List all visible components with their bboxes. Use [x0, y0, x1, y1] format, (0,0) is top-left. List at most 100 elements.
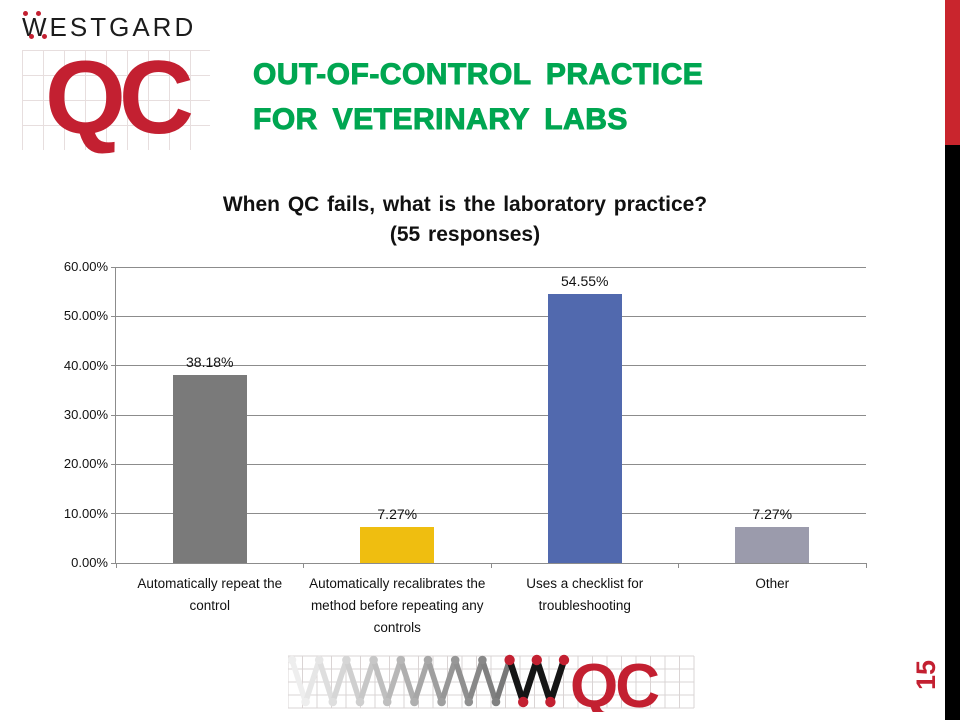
zigzag-segment	[398, 657, 418, 705]
zigzag-segment	[343, 657, 363, 705]
zigzag-segment	[547, 656, 568, 706]
zigzag-dot	[464, 697, 474, 707]
y-axis-tick	[111, 266, 116, 268]
w-dot-icon	[36, 11, 41, 16]
zigzag-segment	[425, 657, 445, 705]
zigzag-segment	[289, 657, 309, 705]
y-axis-tick-label: 30.00%	[63, 407, 108, 422]
zigzag-segment	[370, 657, 390, 705]
chart-bar	[547, 293, 622, 563]
zigzag-red-dot	[558, 654, 570, 666]
zigzag-segment	[506, 656, 527, 706]
zigzag-red-dot	[518, 696, 529, 708]
zigzag-red-dot	[545, 696, 556, 708]
qc-logo-text: QC	[45, 40, 194, 156]
bar-value-label: 7.27%	[752, 506, 793, 523]
zigzag-dot	[328, 697, 338, 707]
y-axis-tick	[111, 365, 116, 367]
x-axis-category-label: Automatically recalibrates the method bef…	[304, 573, 492, 639]
zigzag-segment	[519, 656, 541, 706]
zigzag-segment	[479, 657, 499, 705]
zigzag-segment	[330, 657, 350, 705]
x-axis-category-line: Automatically repeat the	[137, 576, 283, 591]
w-dot-icon	[23, 11, 28, 16]
y-axis-tick	[111, 414, 116, 416]
chart-title-line1: When QC fails, what is the laboratory pr…	[222, 193, 708, 216]
zigzag-dot	[410, 697, 419, 707]
zigzag-segment	[452, 657, 472, 705]
x-axis-category-label: Other	[679, 573, 867, 595]
chart-gridline	[116, 513, 866, 515]
zigzag-segment	[438, 657, 458, 705]
y-axis-tick-label: 40.00%	[63, 357, 108, 373]
y-axis-tick-label: 50.00%	[63, 308, 108, 324]
w-dot-icon	[42, 34, 47, 39]
bar-value-label: 54.55%	[561, 272, 609, 289]
y-axis-tick	[111, 562, 116, 564]
zigzag-dot	[478, 655, 487, 665]
chart-gridline	[116, 365, 866, 367]
x-axis-category-line: method before repeating any	[310, 598, 484, 613]
wqc-qc-text: QC	[570, 652, 659, 712]
x-axis-category-line: Other	[755, 576, 790, 591]
zigzag-segment	[316, 657, 336, 705]
zigzag-dot	[396, 655, 406, 665]
y-axis-tick	[111, 315, 116, 317]
y-axis-tick-label: 60.00%	[63, 259, 108, 274]
x-axis-category-line: controls	[373, 620, 421, 635]
bar-value-label: 7.27%	[377, 506, 418, 523]
sidebar-black	[945, 145, 960, 720]
bar-value-label: 38.18%	[186, 353, 234, 370]
y-axis-tick	[111, 513, 116, 515]
zigzag-red-dot	[531, 654, 542, 666]
chart-gridline	[116, 463, 866, 465]
zigzag-segment	[411, 657, 431, 705]
zigzag-dot	[450, 655, 460, 665]
x-axis-category-line: Uses a checklist for	[526, 576, 644, 591]
y-axis-tick	[111, 463, 116, 465]
zigzag-segment	[533, 656, 554, 706]
chart-title: When QC fails, what is the laboratory pr…	[115, 190, 815, 250]
slide-title: OUT-OF-CONTROL PRACTICE FOR VETERINARY L…	[252, 52, 704, 142]
y-axis-tick-label: 20.00%	[63, 456, 108, 472]
zigzag-dot	[355, 697, 365, 707]
x-axis-category-line: Automatically recalibrates the	[309, 576, 486, 591]
chart-gridline	[116, 414, 866, 416]
qc-logo-grid: QC	[22, 40, 210, 156]
zigzag-dot	[491, 697, 501, 707]
slide-title-line1: OUT-OF-CONTROL PRACTICE	[252, 58, 704, 92]
x-axis-category-label: Uses a checklist for troubleshooting	[491, 573, 679, 617]
page-number: 15	[911, 659, 941, 691]
zigzag-dot	[369, 655, 378, 665]
sidebar-red-accent	[945, 0, 960, 145]
w-dot-icon	[29, 34, 34, 39]
zigzag-segment	[357, 657, 377, 705]
zigzag-segment	[466, 657, 486, 705]
chart-title-line2: (55 responses)	[389, 223, 541, 246]
x-axis-tick	[865, 563, 867, 568]
zigzag-segment	[384, 657, 404, 705]
y-axis-tick-label: 0.00%	[71, 555, 108, 570]
x-axis-tick	[115, 563, 117, 568]
zigzag-dot	[314, 655, 324, 665]
x-axis-tick	[490, 563, 492, 568]
x-axis-category-line: troubleshooting	[538, 598, 631, 613]
bar-chart-plot-area: 0.00% 10.00% 20.00% 30.00% 40.00% 50.00% 60.00…	[64, 259, 867, 635]
chart-bar	[735, 527, 810, 563]
x-axis-tick	[303, 563, 304, 568]
x-axis-tick	[678, 563, 679, 568]
chart-bar	[360, 527, 435, 563]
zigzag-dot	[423, 655, 433, 665]
zigzag-dot	[301, 697, 310, 707]
y-axis-tick-label: 10.00%	[63, 505, 108, 521]
wqc-footer-logo: QC	[288, 652, 695, 712]
westgard-wordmark: WESTGARD	[22, 12, 197, 42]
zigzag-dot	[437, 697, 446, 707]
x-axis-category-line: control	[189, 598, 231, 613]
zigzag-dot	[342, 655, 351, 665]
x-axis-category-label: Automatically repeat the control	[116, 573, 304, 617]
zigzag-segment	[302, 657, 322, 705]
zigzag-dot	[382, 697, 392, 707]
chart-gridline	[116, 266, 866, 268]
